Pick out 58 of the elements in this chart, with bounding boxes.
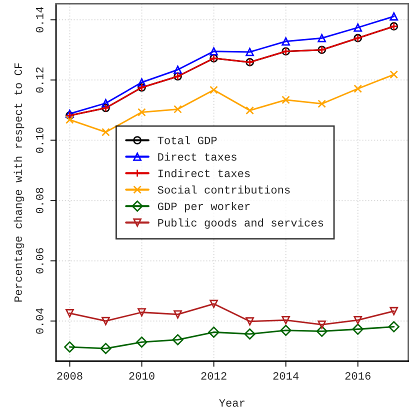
point xyxy=(136,336,148,348)
point xyxy=(102,316,110,326)
point xyxy=(280,324,292,336)
point xyxy=(102,99,110,108)
point xyxy=(318,320,326,329)
point xyxy=(174,105,182,114)
y-tick-label: 0.04 xyxy=(36,308,44,334)
point xyxy=(388,321,400,332)
point xyxy=(318,34,326,42)
y-tick-label: 0.10 xyxy=(36,128,44,153)
point xyxy=(282,37,290,46)
point xyxy=(390,12,398,21)
y-tick-label: 0.12 xyxy=(36,67,44,93)
point xyxy=(208,326,220,338)
point xyxy=(246,106,254,115)
point xyxy=(100,342,112,354)
legend-label: Direct taxes xyxy=(158,152,236,161)
point xyxy=(102,128,110,136)
legend-label: Indirect taxes xyxy=(158,169,250,178)
point xyxy=(66,116,74,124)
point xyxy=(390,70,398,79)
legend-label: GDP per worker xyxy=(158,202,250,212)
y-axis-title: Percentage change with respect to CF xyxy=(14,63,24,302)
point xyxy=(210,86,218,94)
point xyxy=(138,108,146,116)
legend-label: Public goods and services xyxy=(158,218,324,229)
legend-label: Social contributions xyxy=(158,185,290,194)
legend-label: Total GDP xyxy=(158,136,217,144)
point xyxy=(246,317,254,326)
x-tick-label: 2016 xyxy=(345,372,370,380)
point xyxy=(172,334,184,346)
point xyxy=(66,309,74,318)
point xyxy=(282,96,290,104)
y-tick-label: 0.08 xyxy=(36,188,44,214)
point xyxy=(64,341,76,353)
x-axis-title: Year xyxy=(219,399,244,407)
point xyxy=(174,310,182,319)
x-tick-label: 2012 xyxy=(201,372,226,380)
point xyxy=(246,48,254,56)
point xyxy=(174,66,182,74)
point xyxy=(390,306,398,316)
point xyxy=(138,78,146,87)
point xyxy=(354,316,362,324)
point xyxy=(316,326,328,337)
point xyxy=(352,324,364,335)
point xyxy=(244,328,256,340)
point xyxy=(354,84,362,93)
point xyxy=(282,316,290,324)
point xyxy=(318,100,326,108)
y-tick-label: 0.14 xyxy=(36,6,44,32)
y-tick-label: 0.06 xyxy=(36,248,44,274)
point xyxy=(354,23,362,32)
x-tick-label: 2010 xyxy=(129,372,154,380)
point xyxy=(138,308,146,316)
point xyxy=(210,300,218,308)
x-tick-label: 2008 xyxy=(57,372,82,380)
point xyxy=(210,47,218,56)
x-tick-label: 2014 xyxy=(273,372,299,380)
